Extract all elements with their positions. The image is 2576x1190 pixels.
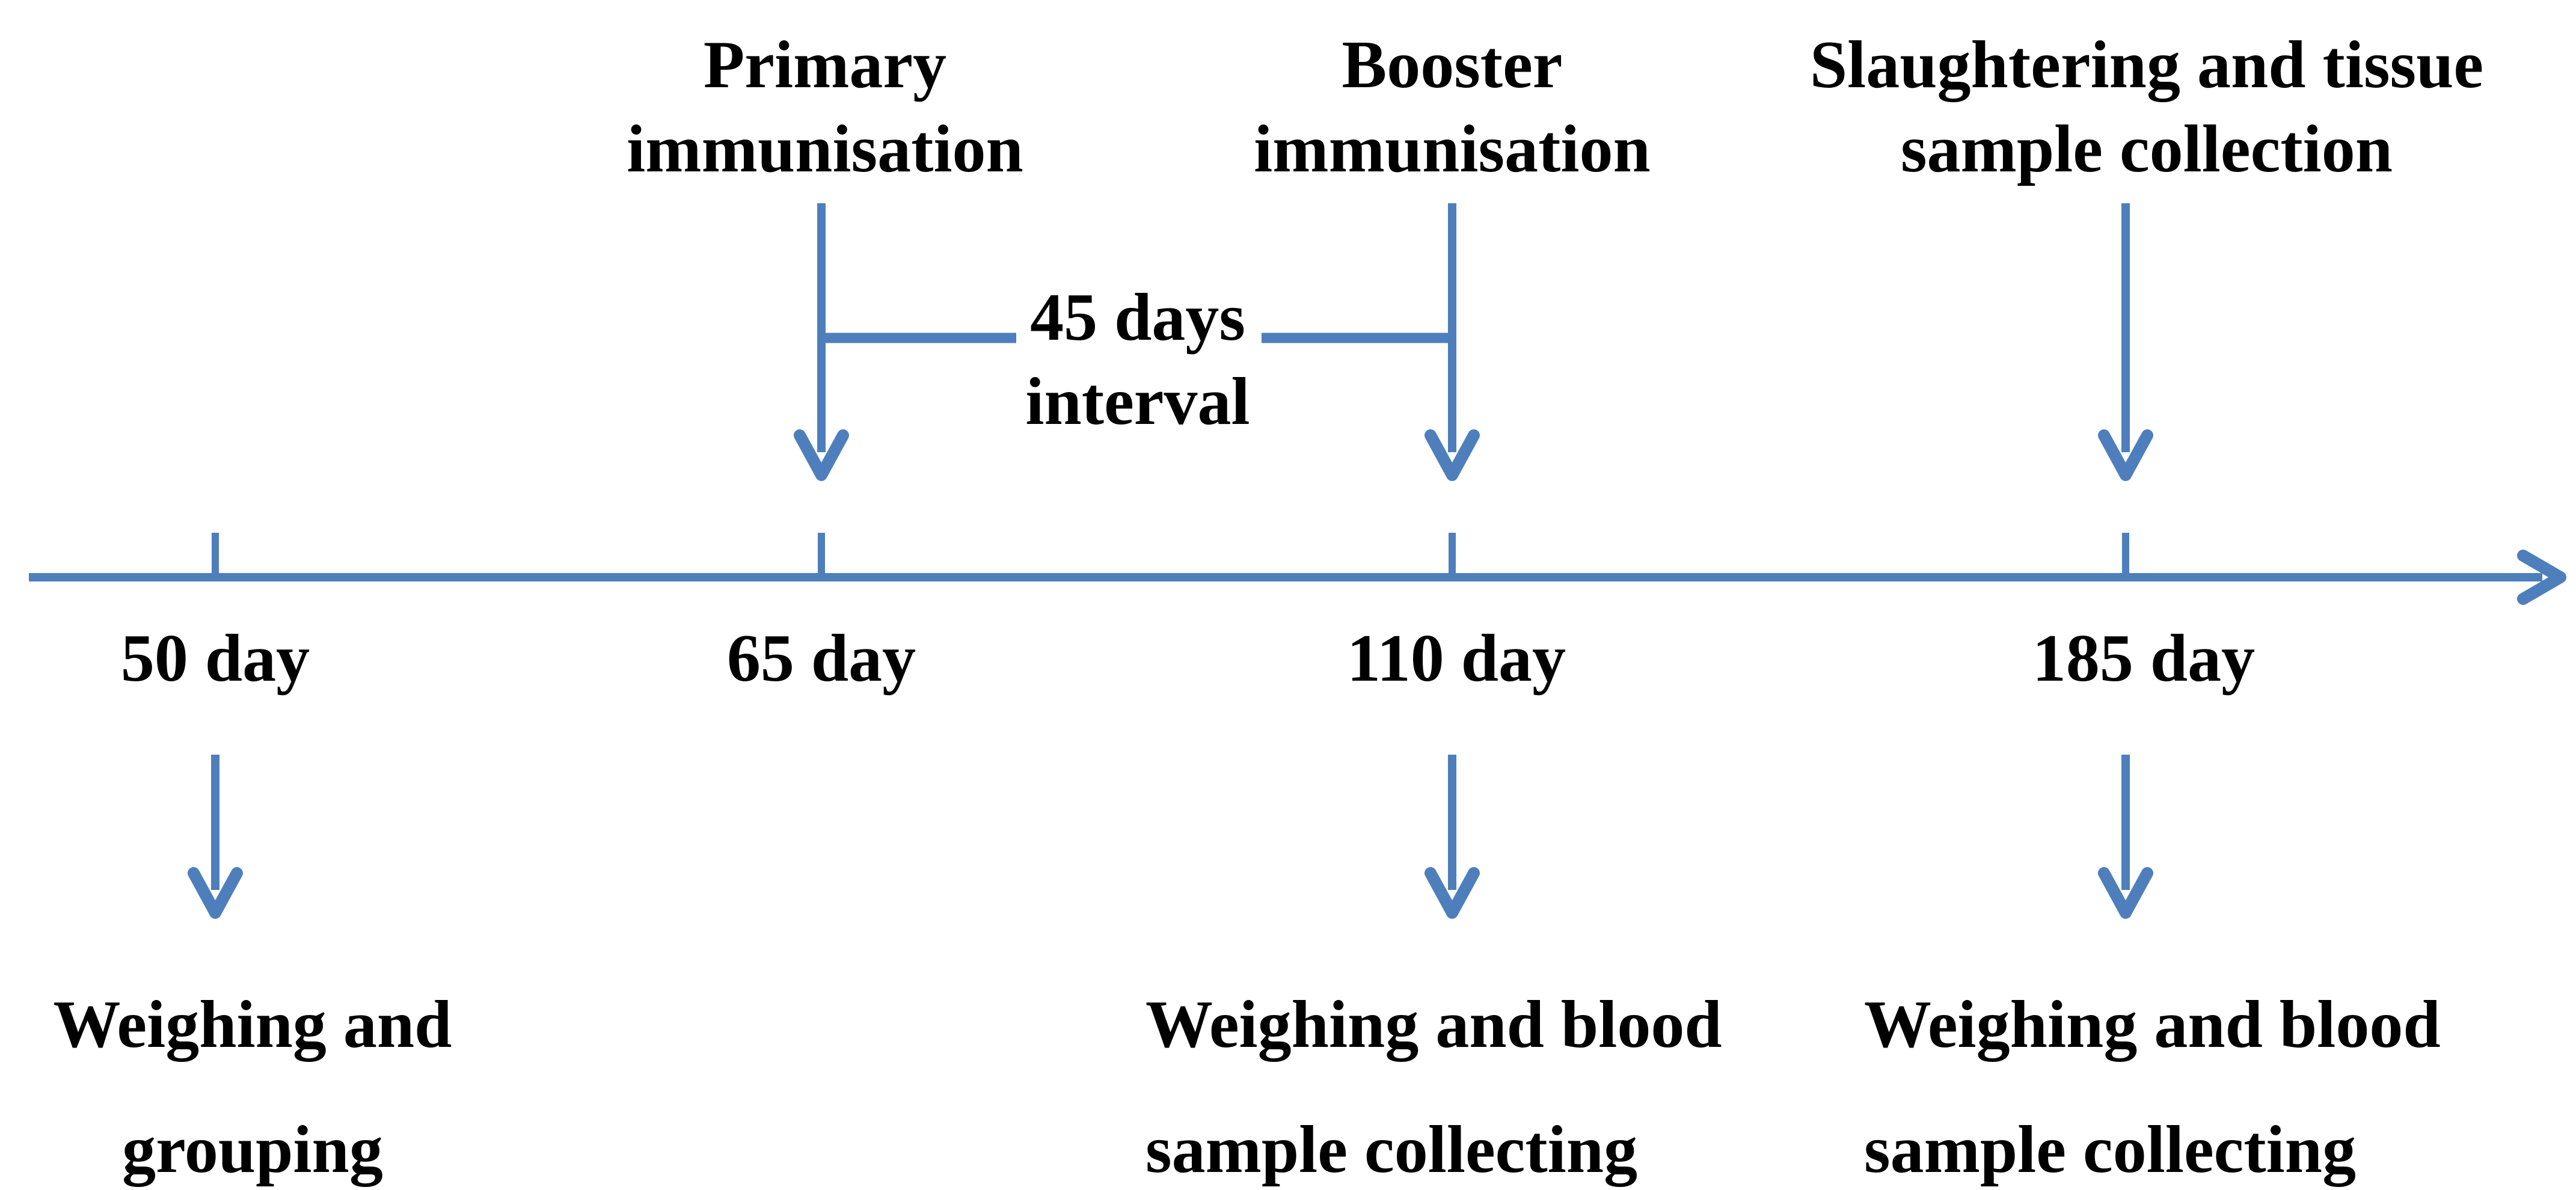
weighing-blood-185-label-line2: sample collecting [1864, 1112, 2357, 1187]
primary-immunisation-arrow-icon [794, 203, 849, 481]
booster-immunisation-label-line1: Booster [1342, 28, 1563, 102]
slaughtering-label-line1: Slaughtering and tissue [1809, 28, 2484, 102]
timeline-axis-arrowhead-icon [2517, 550, 2566, 605]
booster-immunisation-arrow-icon [1424, 203, 1480, 481]
weighing-grouping-arrow-icon [188, 755, 243, 919]
weighing-blood-185-label: Weighing and blood sample collecting [1864, 962, 2441, 1190]
primary-immunisation-label-line1: Primary [703, 28, 947, 102]
slaughtering-arrow-icon [2098, 203, 2153, 481]
booster-immunisation-label-line2: immunisation [1254, 112, 1651, 186]
weighing-grouping-label-line1: Weighing and [53, 987, 452, 1062]
weighing-blood-110-arrow-icon [1424, 755, 1480, 919]
weighing-blood-185-label-line1: Weighing and blood [1864, 987, 2441, 1062]
weighing-blood-185-arrow-icon [2098, 755, 2153, 919]
slaughtering-label-line2: sample collection [1900, 112, 2393, 186]
weighing-grouping-label: Weighing and grouping [54, 962, 452, 1190]
day-label-110: 110 day [1346, 621, 1566, 696]
interval-label-line1: 45 days [1030, 280, 1245, 355]
day-label-65: 65 day [726, 621, 916, 696]
weighing-grouping-label-line2: grouping [122, 1112, 383, 1187]
primary-immunisation-label: Primary immunisation [627, 23, 1023, 191]
weighing-blood-110-label-line1: Weighing and blood [1145, 987, 1722, 1062]
slaughtering-label: Slaughtering and tissue sample collectio… [1810, 23, 2483, 191]
interval-label: 45 days interval [1025, 275, 1250, 444]
day-label-185: 185 day [2032, 621, 2256, 696]
weighing-blood-110-label: Weighing and blood sample collecting [1145, 962, 1722, 1190]
day-label-50: 50 day [120, 621, 310, 696]
primary-immunisation-label-line2: immunisation [627, 112, 1023, 186]
timeline-axis [29, 533, 2566, 605]
weighing-blood-110-label-line2: sample collecting [1145, 1112, 1638, 1187]
booster-immunisation-label: Booster immunisation [1254, 23, 1651, 191]
interval-label-line2: interval [1025, 364, 1250, 439]
